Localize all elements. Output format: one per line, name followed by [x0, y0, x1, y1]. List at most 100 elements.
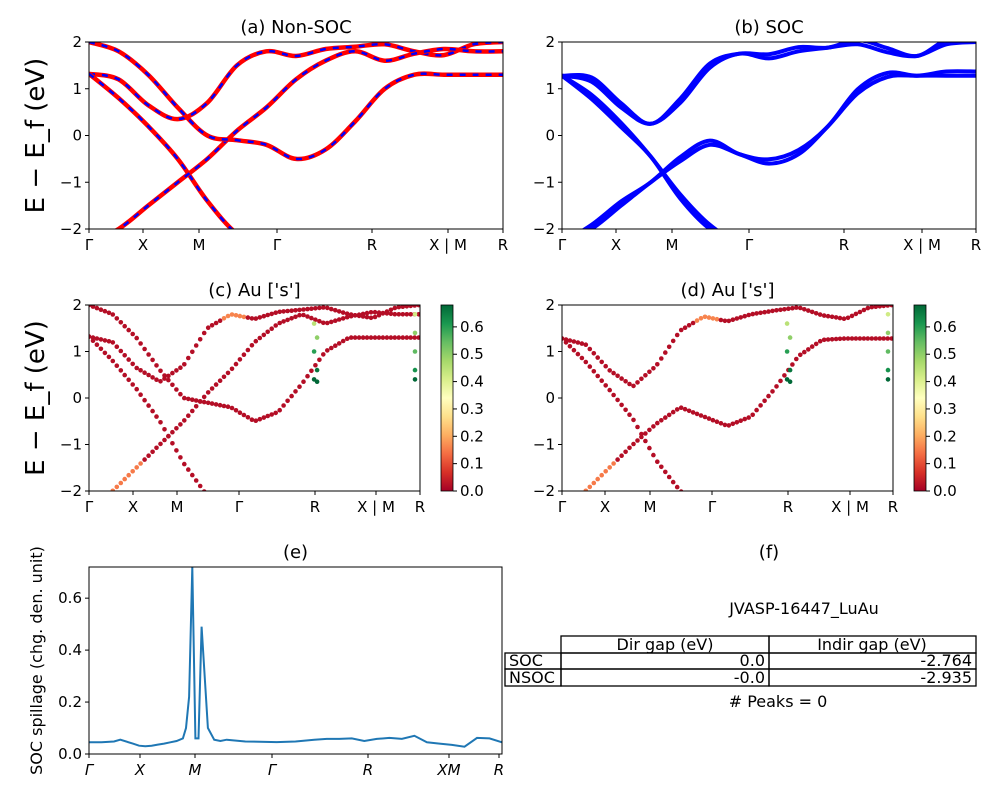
band-point [314, 335, 320, 340]
band-point [822, 512, 827, 517]
band-point [861, 307, 867, 313]
band-point [340, 316, 346, 321]
band-point [246, 511, 251, 516]
band-point [233, 313, 239, 318]
y-tick-label: 1 [72, 343, 82, 361]
band-point [738, 315, 743, 320]
band-point [301, 307, 306, 312]
band-point [106, 354, 112, 360]
band-point [706, 315, 712, 320]
band-point [396, 312, 402, 317]
band-point [273, 512, 278, 517]
x-tick-label: R [839, 236, 849, 254]
band-point [762, 309, 767, 315]
x-tick-label: X | M [831, 498, 869, 516]
band-point [607, 368, 612, 373]
material-label: JVASP-16447_LuAu [728, 599, 879, 619]
band-point [583, 488, 589, 491]
y-tick-label: 0.6 [58, 589, 82, 607]
band-point [639, 434, 644, 440]
band-point [571, 347, 577, 353]
band-point [877, 305, 883, 309]
band-point [360, 311, 366, 317]
band-point [758, 310, 763, 316]
band-point [237, 410, 243, 416]
colorbar-tick-label: 0.1 [933, 455, 957, 473]
plot-frame [561, 304, 894, 492]
band-point [599, 472, 604, 478]
band-point [627, 445, 632, 451]
band-point [205, 390, 211, 395]
band-line [89, 42, 503, 162]
band-point [209, 401, 215, 406]
band-point [798, 305, 803, 311]
band-point [313, 306, 318, 311]
band-point [337, 512, 342, 517]
band-point [281, 309, 286, 314]
band-point [647, 369, 652, 375]
band-point [388, 335, 394, 340]
band-point [329, 319, 334, 325]
band-point [277, 320, 283, 326]
band-point [166, 433, 171, 439]
x-tick-label: X [134, 761, 146, 779]
band-point [182, 395, 187, 401]
band-point [766, 309, 771, 314]
band-point [810, 512, 815, 517]
band-point [253, 316, 259, 321]
band-point [770, 308, 775, 314]
x-tick-label: Γ [558, 498, 567, 516]
band-point [257, 335, 263, 341]
band-point [388, 311, 394, 317]
band-point [714, 419, 720, 425]
band-point [221, 403, 227, 409]
band-point [774, 512, 779, 517]
band-point [567, 344, 573, 349]
band-point [225, 370, 231, 376]
band-point [845, 336, 851, 341]
band-point [205, 400, 211, 406]
x-tick-label: Γ [85, 498, 94, 516]
band-point [162, 437, 167, 443]
y-tick-label: −1 [533, 173, 555, 191]
band-point [317, 305, 322, 311]
band-point [730, 421, 736, 427]
band-point [269, 326, 275, 332]
band-point [849, 313, 855, 319]
band-point [623, 407, 628, 413]
band-point [98, 346, 104, 352]
band-point [368, 310, 374, 315]
band-point [786, 306, 791, 312]
band-point [321, 305, 326, 310]
band-point [774, 384, 779, 389]
band-point [809, 344, 815, 349]
band-point [841, 316, 847, 322]
band-point [870, 512, 875, 517]
band-point [392, 311, 398, 317]
band-point [102, 350, 108, 356]
band-point [591, 351, 597, 356]
band-point [583, 359, 589, 365]
y-tick-label: 0 [72, 389, 82, 407]
band-point [670, 338, 676, 344]
band-point [694, 411, 700, 417]
band-point [297, 512, 302, 517]
band-point [289, 393, 294, 399]
band-point [178, 422, 183, 427]
band-point [647, 427, 652, 433]
band-point [281, 512, 286, 517]
band-point [197, 483, 203, 489]
band-point [178, 455, 183, 460]
band-point [678, 489, 684, 491]
panel-title: (a) Non-SOC [240, 17, 351, 38]
band-point [364, 310, 370, 316]
band-point [138, 341, 143, 346]
band-point [603, 383, 608, 388]
x-tick-label: Γ [708, 498, 717, 516]
band-point [817, 312, 823, 317]
band-point [130, 361, 135, 367]
x-tick-label: Γ [268, 761, 278, 779]
band-line-dashed [89, 42, 503, 121]
band-point [687, 494, 692, 499]
